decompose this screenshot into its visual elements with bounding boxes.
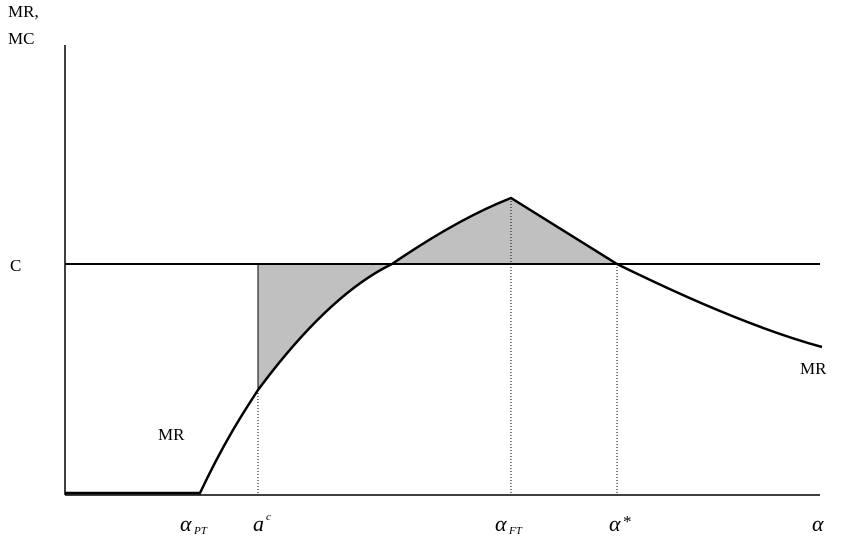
svg-text:PT: PT xyxy=(193,525,208,537)
svg-text:c: c xyxy=(266,511,271,523)
tick-label-alpha-star: α * xyxy=(609,511,632,536)
shaded-area-left xyxy=(257,263,393,392)
svg-text:α: α xyxy=(812,511,824,536)
mr-curve xyxy=(65,196,823,495)
c-level-label: C xyxy=(10,256,21,275)
mr-label-left: MR xyxy=(158,425,185,444)
tick-label-alpha-pt: α PT xyxy=(180,511,208,537)
tick-label-alpha-ft: α FT xyxy=(495,511,523,537)
tick-label-a-c: a c xyxy=(253,511,271,536)
svg-text:α: α xyxy=(609,511,621,536)
y-axis-title-line2: MC xyxy=(8,29,34,48)
mr-label-right: MR xyxy=(800,359,827,378)
svg-text:α: α xyxy=(180,511,192,536)
svg-text:a: a xyxy=(253,511,264,536)
tick-label-alpha: α xyxy=(812,511,824,536)
svg-text:FT: FT xyxy=(508,525,523,537)
shaded-area-right xyxy=(390,197,619,265)
svg-text:*: * xyxy=(623,512,632,531)
svg-text:α: α xyxy=(495,511,507,536)
y-axis-title-line1: MR, xyxy=(8,2,39,21)
